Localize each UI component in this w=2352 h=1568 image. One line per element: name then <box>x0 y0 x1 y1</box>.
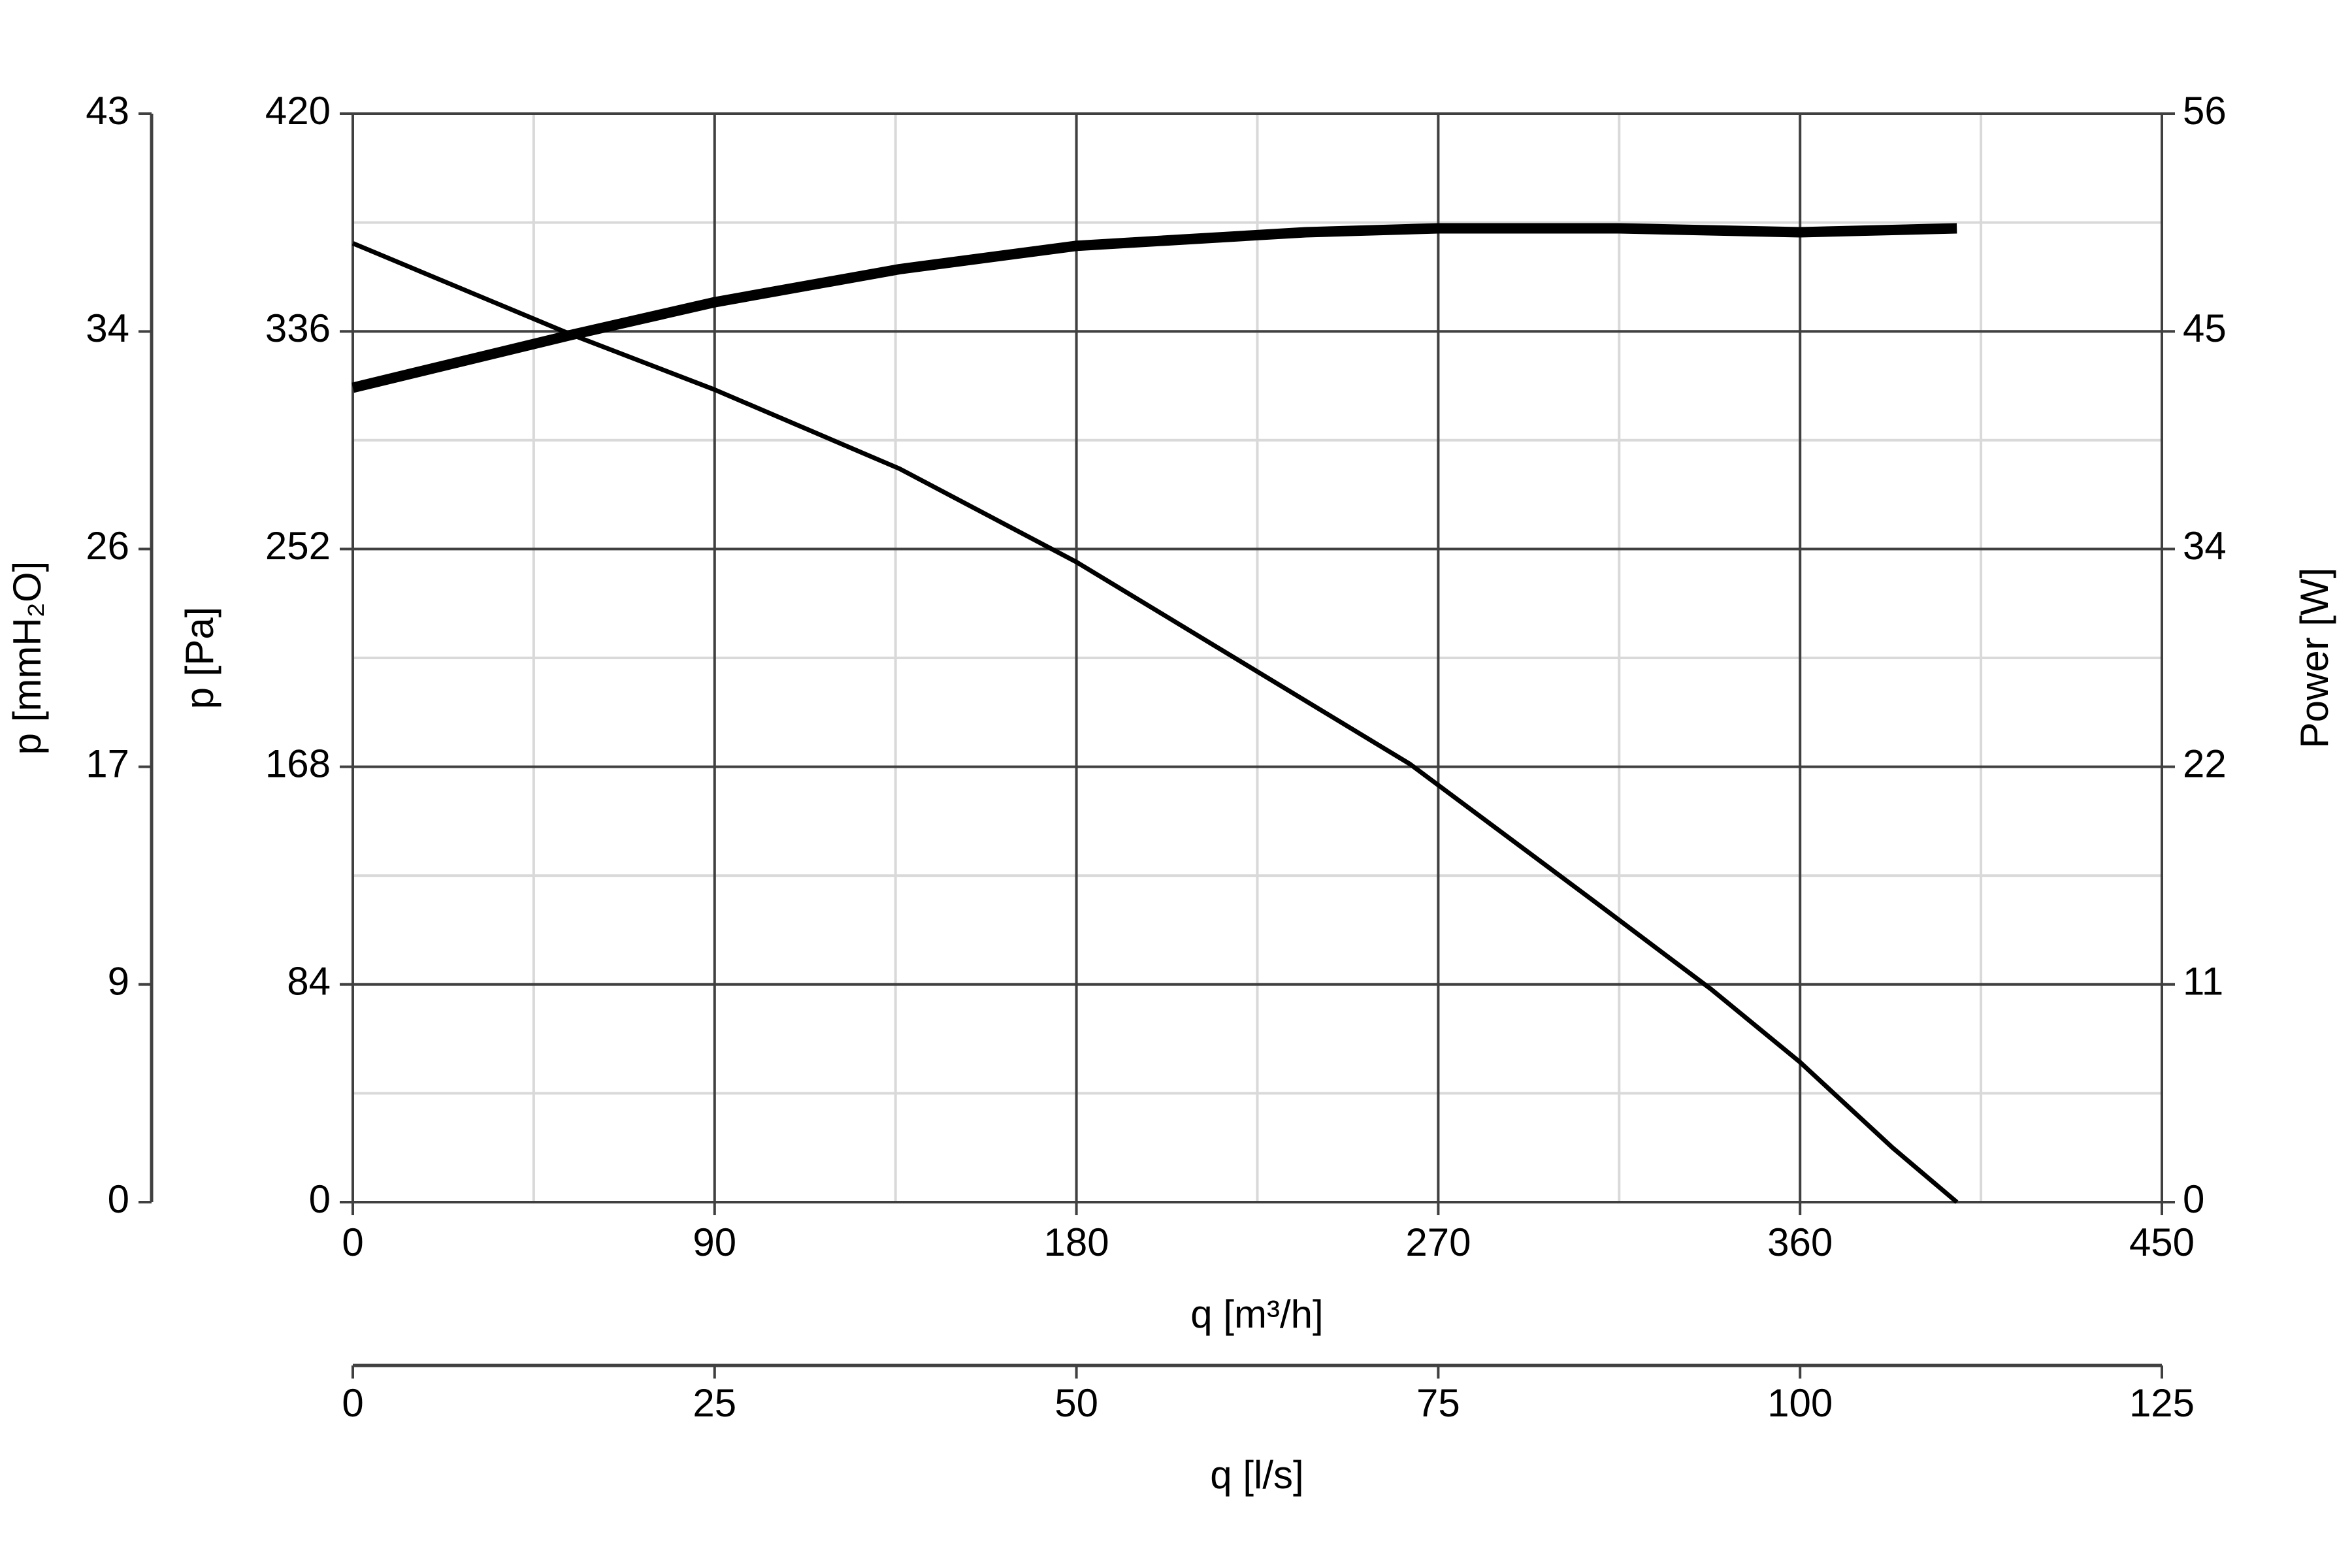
y2-tick-label: 56 <box>2183 89 2227 133</box>
y3-tick-label: 26 <box>86 524 129 568</box>
y2-tick-label: 0 <box>2183 1177 2204 1221</box>
y-tick-label: 84 <box>287 960 331 1004</box>
y3-tick-label: 17 <box>86 742 129 786</box>
x-tick-label: 0 <box>342 1220 363 1264</box>
y3-axis-title: p [mmH₂O] <box>5 561 49 755</box>
y-axis-title: p [Pa] <box>178 607 221 710</box>
y2-tick-label: 22 <box>2183 742 2227 785</box>
x2-tick-label: 75 <box>1416 1381 1460 1425</box>
x-tick-label: 180 <box>1044 1220 1109 1264</box>
x2-tick-label: 25 <box>693 1381 736 1425</box>
y-tick-label: 168 <box>265 742 331 785</box>
x2-tick-label: 50 <box>1054 1381 1098 1425</box>
x-tick-label: 90 <box>693 1220 736 1264</box>
y3-tick-label: 34 <box>86 306 129 350</box>
y3-tick-label: 9 <box>108 960 129 1004</box>
y-tick-label: 252 <box>265 524 331 568</box>
y2-tick-label: 11 <box>2183 960 2223 1004</box>
x2-tick-label: 125 <box>2129 1381 2195 1425</box>
y-tick-label: 420 <box>265 89 331 133</box>
x-tick-label: 270 <box>1405 1220 1471 1264</box>
y3-tick-label: 43 <box>86 89 129 133</box>
x-tick-label: 450 <box>2129 1220 2195 1264</box>
y2-tick-label: 45 <box>2183 306 2227 350</box>
y-tick-label: 336 <box>265 306 331 350</box>
line-series <box>351 241 1959 1204</box>
y2-axis-title: Power [W] <box>2293 568 2336 749</box>
x-tick-label: 360 <box>1767 1220 1833 1264</box>
y2-tick-label: 34 <box>2183 524 2227 568</box>
x-axis-title: q [m³/h] <box>1190 1292 1323 1336</box>
x2-tick-label: 0 <box>342 1381 363 1425</box>
x2-axis-title: q [l/s] <box>1210 1453 1303 1497</box>
y3-tick-label: 0 <box>108 1177 129 1221</box>
line-series <box>351 223 1957 393</box>
y-tick-label: 0 <box>309 1177 331 1221</box>
x2-tick-label: 100 <box>1767 1381 1833 1425</box>
